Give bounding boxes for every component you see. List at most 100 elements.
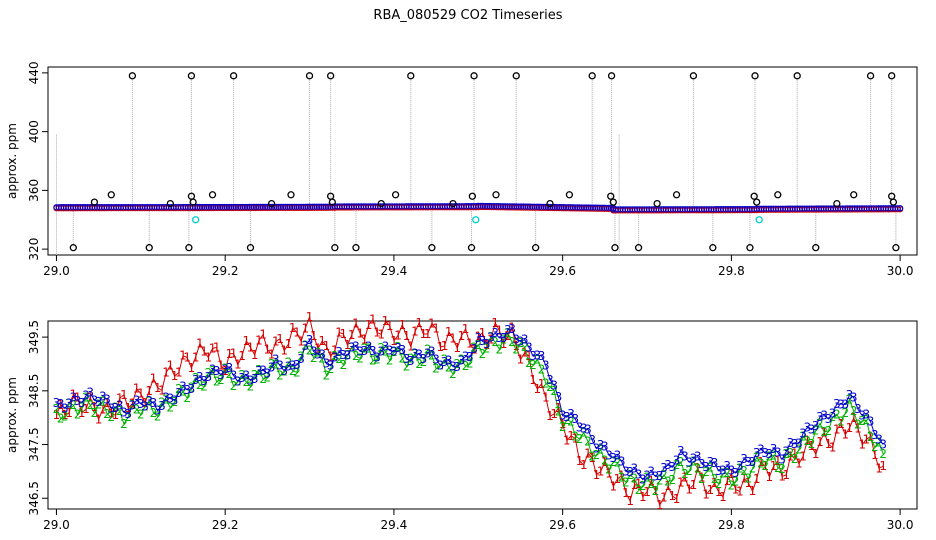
outlier-mid-point xyxy=(750,192,758,200)
series-3-marker: 3 xyxy=(255,364,263,378)
series-2-marker: 2 xyxy=(107,410,115,424)
series-1-marker: 1 xyxy=(259,328,267,342)
series-1-marker: 1 xyxy=(491,316,499,330)
outlier-mid-point xyxy=(468,192,477,200)
series-3-marker: 3 xyxy=(331,351,339,365)
series-1-marker: 1 xyxy=(580,458,588,472)
series-2-marker: 2 xyxy=(415,357,423,371)
series-1-marker: 1 xyxy=(808,439,816,453)
series-2-marker: 2 xyxy=(576,432,584,446)
series-1-marker: 1 xyxy=(171,369,179,383)
series-1-marker: 1 xyxy=(318,334,326,348)
series-3-marker: 3 xyxy=(436,358,444,372)
outlier-mid-point xyxy=(850,191,858,199)
series-3-marker: 3 xyxy=(829,406,837,420)
series-3-marker: 3 xyxy=(500,331,508,345)
series-2-marker: 2 xyxy=(846,392,854,406)
series-3-marker: 3 xyxy=(462,350,470,364)
series-3-marker: 3 xyxy=(702,460,710,474)
outlier-mid-point xyxy=(774,191,782,199)
series-3-marker: 3 xyxy=(669,460,677,474)
series-1-marker: 1 xyxy=(563,434,571,448)
series-1-marker: 1 xyxy=(226,347,234,361)
series-1-marker: 1 xyxy=(61,408,69,422)
series-3-marker: 3 xyxy=(504,323,512,337)
x-tick-label: 29.4 xyxy=(381,264,408,278)
series-2-marker: 2 xyxy=(348,340,356,354)
series-2-marker: 2 xyxy=(622,475,630,489)
series-3-marker: 3 xyxy=(774,445,782,459)
series-1-marker: 1 xyxy=(647,474,655,488)
series-2-marker: 2 xyxy=(183,391,191,405)
series-1-marker: 1 xyxy=(95,412,103,426)
series-1-marker: 1 xyxy=(116,391,124,405)
series-2-marker: 2 xyxy=(280,364,288,378)
series-2-marker: 2 xyxy=(770,448,778,462)
series-3-marker: 3 xyxy=(302,339,310,353)
series-2-marker: 2 xyxy=(259,372,267,386)
series-1-marker: 1 xyxy=(411,325,419,339)
series-1-marker: 1 xyxy=(158,383,166,397)
series-3-marker: 3 xyxy=(74,394,82,408)
series-3-marker: 3 xyxy=(690,452,698,466)
outlier-mid-point xyxy=(889,198,898,206)
y-tick-label: 360 xyxy=(27,179,41,202)
series-3-marker: 3 xyxy=(424,347,432,361)
series-2-marker: 2 xyxy=(53,402,61,416)
series-2-marker: 2 xyxy=(639,479,647,493)
series-1-marker: 1 xyxy=(728,467,736,481)
series-3-marker: 3 xyxy=(238,371,246,385)
series-3-marker: 3 xyxy=(711,456,719,470)
flagged-point xyxy=(191,216,200,224)
series-2-marker: 2 xyxy=(618,471,626,485)
series-2-marker: 2 xyxy=(728,478,736,492)
series-1-marker: 1 xyxy=(521,346,529,360)
series-3-marker: 3 xyxy=(706,455,714,469)
series-2-marker: 2 xyxy=(525,356,533,370)
series-1-marker: 1 xyxy=(761,459,769,473)
series-2-marker: 2 xyxy=(660,468,668,482)
outlier-low-point xyxy=(634,244,643,252)
series-1-marker: 1 xyxy=(390,334,398,348)
series-1-marker: 1 xyxy=(749,484,757,498)
series-1-marker: 1 xyxy=(458,329,466,343)
series-2-marker: 2 xyxy=(850,404,858,418)
series-3-marker: 3 xyxy=(65,396,73,410)
series-1-marker: 1 xyxy=(685,482,693,496)
series-3-marker: 3 xyxy=(580,422,588,436)
series-1-marker: 1 xyxy=(538,377,546,391)
series-3-marker: 3 xyxy=(593,442,601,456)
series-2-marker: 2 xyxy=(420,355,428,369)
series-1-marker: 1 xyxy=(204,350,212,364)
series-2-marker: 2 xyxy=(306,343,314,357)
series-3-marker: 3 xyxy=(483,337,491,351)
series-3-marker: 3 xyxy=(124,407,132,421)
series-3-marker: 3 xyxy=(546,373,554,387)
series-1-marker: 1 xyxy=(791,446,799,460)
series-2-marker: 2 xyxy=(230,379,238,393)
series-2-marker: 2 xyxy=(643,470,651,484)
series-3-marker: 3 xyxy=(496,331,504,345)
series-2-marker: 2 xyxy=(517,336,525,350)
series-3-marker: 3 xyxy=(382,339,390,353)
outlier-low-point xyxy=(145,244,153,252)
series-1-marker: 1 xyxy=(711,476,719,490)
series-3-marker: 3 xyxy=(95,395,103,409)
series-3-marker: 3 xyxy=(512,332,520,346)
series-1-marker: 1 xyxy=(65,406,73,420)
series-1-marker: 1 xyxy=(247,340,255,354)
series-1-marker: 1 xyxy=(162,366,170,380)
series-2-marker: 2 xyxy=(196,378,204,392)
x-tick-label: 29.0 xyxy=(43,264,70,278)
series-1-marker: 1 xyxy=(251,348,259,362)
series-3-marker: 3 xyxy=(449,360,457,374)
series-2-marker: 2 xyxy=(234,374,242,388)
y-tick-label: 400 xyxy=(27,120,41,143)
series-3-marker: 3 xyxy=(264,366,272,380)
series-2-marker: 2 xyxy=(200,380,208,394)
series-3-marker: 3 xyxy=(112,401,120,415)
series-3-marker: 3 xyxy=(386,344,394,358)
series-2-marker: 2 xyxy=(361,341,369,355)
series-2-marker: 2 xyxy=(508,335,516,349)
series-2-marker: 2 xyxy=(496,342,504,356)
